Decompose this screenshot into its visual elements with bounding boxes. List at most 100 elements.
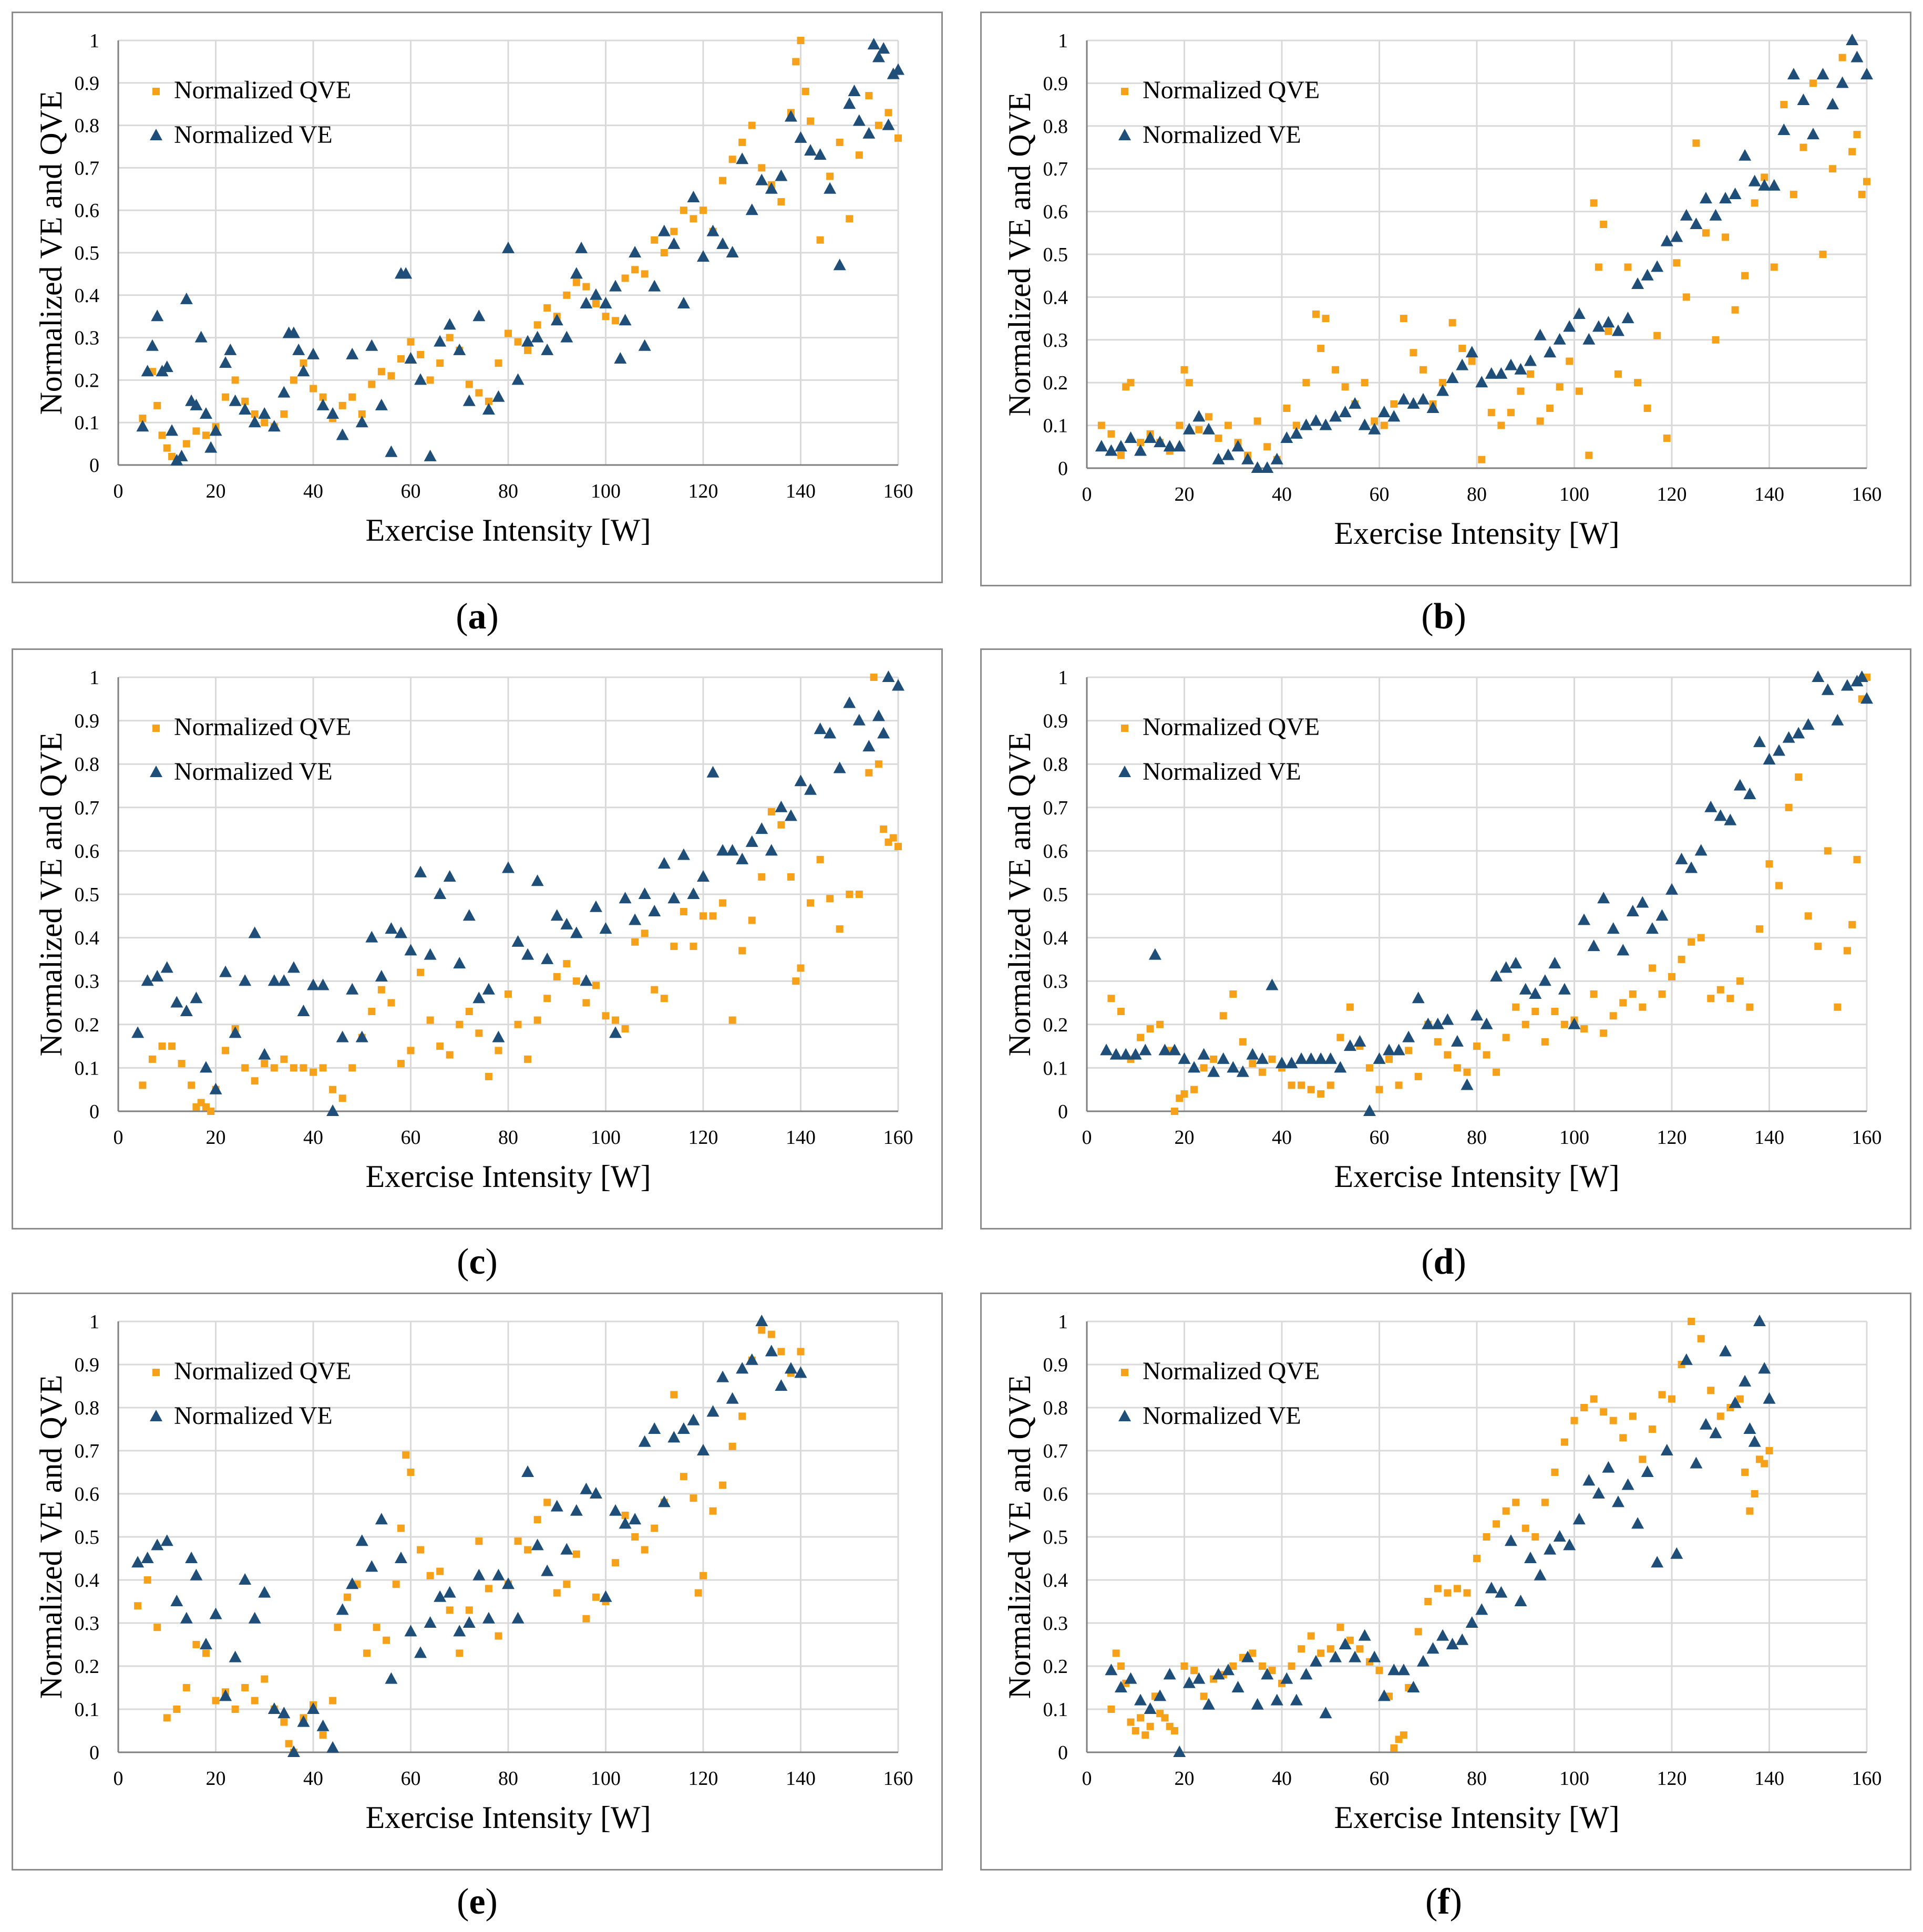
qve-point <box>1736 1395 1744 1403</box>
ve-point <box>1329 1650 1342 1662</box>
qve-point <box>1224 421 1232 429</box>
ve-point <box>765 844 778 856</box>
ve-point <box>365 339 378 351</box>
qve-point <box>1249 1649 1257 1657</box>
ve-point <box>336 1030 349 1042</box>
ve-point <box>1095 440 1108 452</box>
qve-point <box>407 338 415 346</box>
y-tick-label: 0.4 <box>75 1569 100 1592</box>
ve-point <box>599 922 612 934</box>
x-tick-label: 80 <box>1467 1127 1487 1149</box>
ve-point <box>1724 813 1737 825</box>
series-normalized-ve <box>136 38 904 466</box>
y-axis-title: Normalized VE and QVE <box>34 1375 68 1699</box>
qve-point <box>1288 1662 1295 1670</box>
ve-point <box>531 874 544 886</box>
chart-e: 0 20 40 60 80 100 120 140 160 0 0.1 0.2 0.3 0.4 0.5 0.6… <box>34 1311 913 1835</box>
y-tick-label: 0.4 <box>1043 1569 1068 1592</box>
ve-point <box>1812 670 1825 682</box>
y-tick-label: 0 <box>1058 1101 1068 1123</box>
ve-point <box>394 1552 407 1563</box>
qve-point <box>1107 995 1115 1003</box>
ve-point <box>1729 1396 1742 1408</box>
qve-point <box>1658 1391 1666 1399</box>
ve-point <box>1285 1057 1298 1069</box>
ve-point <box>667 892 681 904</box>
ve-point <box>307 1702 320 1714</box>
x-tick-label: 140 <box>786 1768 816 1790</box>
ve-point <box>619 1517 632 1529</box>
qve-point <box>153 401 161 409</box>
qve-point <box>792 977 800 985</box>
y-tick-label: 0.7 <box>75 797 100 819</box>
x-axis-title: Exercise Intensity [W] <box>1334 1159 1619 1194</box>
qve-point <box>1795 773 1803 781</box>
caption-e: (e) <box>457 1882 498 1922</box>
ve-point <box>609 1026 622 1038</box>
ve-point <box>1767 179 1781 191</box>
qve-point <box>563 960 571 968</box>
y-tick-label: 0.7 <box>1043 1440 1068 1462</box>
qve-point <box>1170 1108 1178 1115</box>
ve-point <box>151 969 164 982</box>
qve-point <box>1531 1533 1539 1541</box>
qve-point <box>192 1641 200 1648</box>
x-tick-label: 40 <box>303 480 323 502</box>
ve-point <box>1651 260 1664 272</box>
qve-point <box>436 1042 444 1050</box>
qve-point <box>1716 986 1724 994</box>
qve-point <box>1180 366 1188 374</box>
ve-point <box>404 944 417 956</box>
qve-point <box>1751 199 1759 207</box>
chart-f: 0 20 40 60 80 100 120 140 160 0 0.1 0.2 0.3 0.4 0.5 0.6… <box>1002 1311 1882 1835</box>
ve-point <box>1124 1672 1137 1684</box>
ve-point <box>589 288 602 300</box>
ve-point <box>1826 98 1839 110</box>
x-tick-label: 60 <box>401 1768 421 1790</box>
ve-point <box>287 961 300 973</box>
qve-point <box>631 938 639 946</box>
ve-point <box>1470 1009 1483 1021</box>
ve-point <box>1485 1582 1498 1594</box>
ve-point <box>199 1638 212 1649</box>
ve-point <box>482 1611 495 1624</box>
qve-point <box>343 1593 351 1601</box>
qve-point <box>456 1649 464 1657</box>
ve-point <box>1582 333 1596 345</box>
ve-point <box>326 1741 340 1753</box>
ve-point <box>1246 1048 1259 1060</box>
qve-point <box>1790 191 1797 199</box>
y-tick-label: 1 <box>1058 1311 1068 1333</box>
ve-point <box>814 722 827 735</box>
ve-point <box>794 774 807 787</box>
y-tick-label: 0.2 <box>75 1656 100 1678</box>
qve-point <box>700 912 707 920</box>
x-tick-label: 100 <box>1559 1127 1589 1149</box>
legend: Normalized QVE Normalized VE <box>1118 713 1320 786</box>
ve-point <box>541 952 554 964</box>
ve-point <box>1529 987 1542 999</box>
qve-point <box>1463 1068 1471 1076</box>
ve-point <box>1173 440 1186 452</box>
qve-point <box>670 1391 678 1399</box>
qve-point <box>436 1567 444 1575</box>
qve-point <box>1229 1662 1237 1670</box>
qve-point <box>1590 990 1598 998</box>
y-tick-label: 0.9 <box>75 710 100 732</box>
ve-point <box>1300 1668 1313 1680</box>
qve-point <box>475 1029 483 1037</box>
qve-point <box>1326 1645 1334 1653</box>
ve-point <box>1368 422 1381 435</box>
qve-point <box>1804 912 1812 920</box>
y-tick-label: 0.6 <box>75 840 100 862</box>
qve-point <box>1609 1417 1617 1424</box>
caption-f: (f) <box>1425 1882 1462 1922</box>
ve-point <box>1129 1048 1142 1060</box>
y-tick-label: 0.8 <box>75 1397 100 1419</box>
ve-point <box>1753 735 1766 747</box>
qve-point <box>1697 1335 1705 1342</box>
qve-point <box>270 1064 278 1072</box>
ve-point <box>131 1026 145 1038</box>
qve-point <box>251 410 259 418</box>
panel-f: 0 20 40 60 80 100 120 140 160 0 0.1 0.2 0.3 0.4 0.5 0.6… <box>980 1293 1911 1871</box>
